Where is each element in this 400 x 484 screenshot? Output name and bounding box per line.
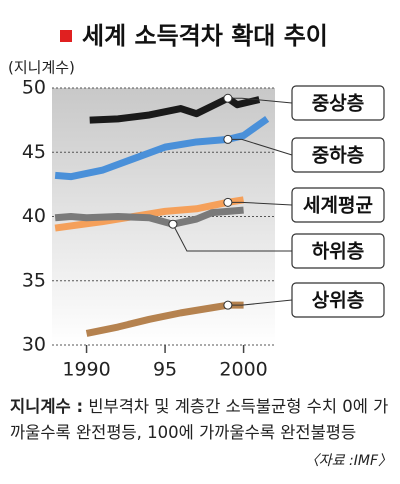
title-marker — [60, 30, 72, 42]
legend-box — [291, 137, 385, 173]
legend-box — [291, 187, 385, 223]
leader-line — [227, 299, 293, 306]
y-axis-label: (지니계수) — [8, 59, 75, 77]
legend-box — [291, 282, 385, 318]
legend-label: 세계평균 — [303, 195, 373, 217]
legend-box — [291, 233, 385, 269]
source: 〈자료 :IMF〉 — [304, 453, 392, 469]
callout-dot — [223, 93, 233, 103]
legend-label: 하위층 — [312, 241, 364, 263]
leader-line — [172, 223, 292, 252]
leader-line — [227, 138, 293, 156]
y-tick-label: 50 — [22, 77, 46, 99]
chart-title: 세계 소득격차 확대 추이 — [82, 22, 328, 50]
footnote: 지니계수 : 빈부격차 및 계층간 소득불균형 수치 0에 가까울수록 완전평등… — [10, 394, 395, 446]
callout-dot — [223, 197, 233, 207]
y-tick-label: 35 — [22, 269, 46, 291]
callout-dot — [223, 134, 233, 144]
y-tick-label: 45 — [22, 141, 46, 163]
legend-box — [291, 85, 385, 121]
series-line — [54, 206, 244, 228]
chart: 세계 소득격차 확대 추이 (지니계수) 30 35 40 45 50 1990 95 200… — [8, 22, 385, 381]
callout-dot — [223, 300, 233, 310]
y-tick-label: 40 — [22, 205, 46, 227]
y-tick-label: 30 — [22, 334, 46, 356]
legend-label: 중하층 — [312, 145, 364, 167]
x-tick-label: 95 — [153, 359, 177, 381]
series-line — [89, 94, 261, 124]
series-line — [54, 115, 270, 181]
footnote-text: 빈부격차 및 계층간 소득불균형 수치 0에 가까울수록 완전평등, 100에 … — [10, 397, 389, 442]
legend-label: 상위층 — [312, 290, 364, 312]
footnote-term: 지니계수 : — [10, 397, 84, 416]
leader-line — [227, 201, 293, 206]
x-tick-label: 2000 — [219, 359, 267, 381]
x-tick-label: 1990 — [62, 359, 110, 381]
leader-line — [227, 97, 293, 104]
legend-label: 중상층 — [312, 93, 364, 115]
callout-dot — [168, 219, 178, 229]
